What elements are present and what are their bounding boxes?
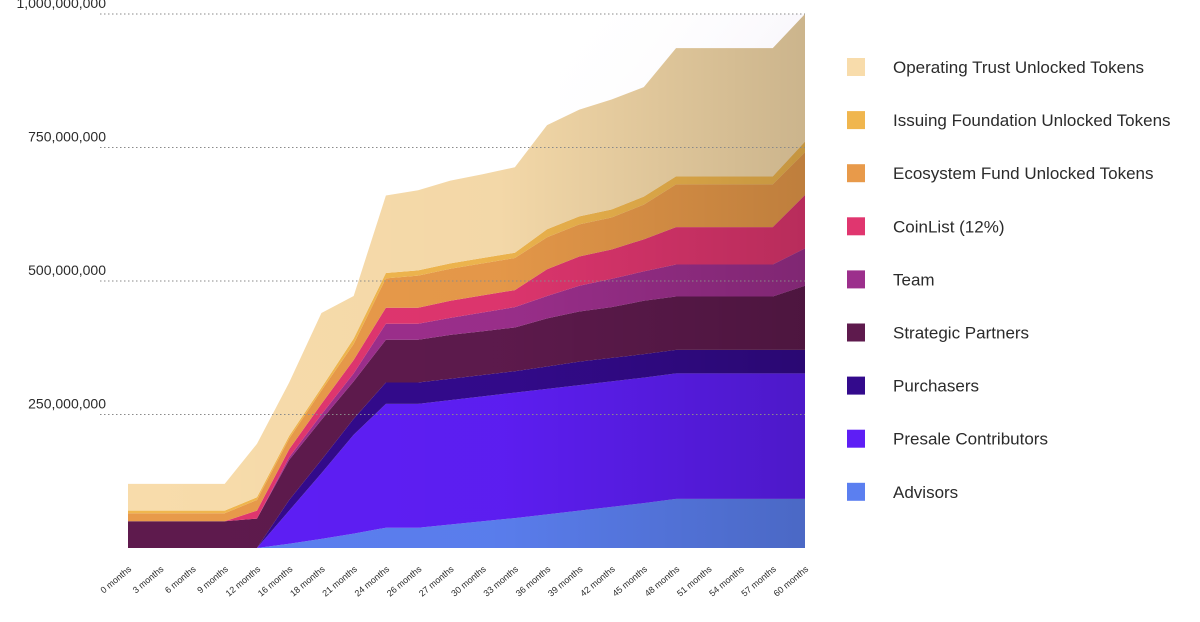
- legend-swatch: [847, 111, 865, 130]
- grid-layer: [100, 13, 805, 415]
- legend-item-advisors: Advisors: [847, 482, 958, 502]
- legend-item-presale-contributors: Presale Contributors: [847, 429, 1048, 449]
- legend-swatch: [847, 323, 865, 342]
- legend-item-purchasers: Purchasers: [847, 376, 979, 396]
- legend-swatch: [847, 270, 865, 289]
- y-tick-label: 750,000,000: [28, 129, 106, 145]
- legend: Operating Trust Unlocked Tokens Issuing F…: [847, 58, 1171, 502]
- area-shading: [128, 14, 805, 548]
- legend-item-team: Team: [847, 270, 935, 289]
- y-axis: 250,000,000 500,000,000 750,000,000 1,000,0…: [16, 0, 106, 412]
- x-tick-label: 0 months: [98, 564, 133, 596]
- y-tick-label: 250,000,000: [28, 396, 106, 412]
- legend-item-ecosystem-fund-unlocked-tokens: Ecosystem Fund Unlocked Tokens: [847, 164, 1153, 183]
- legend-label: Issuing Foundation Unlocked Tokens: [893, 111, 1171, 130]
- legend-label: Ecosystem Fund Unlocked Tokens: [893, 164, 1153, 183]
- shade-overlay: [128, 14, 805, 548]
- legend-label: Team: [893, 270, 935, 289]
- legend-label: Advisors: [893, 483, 958, 502]
- x-tick-label: 3 months: [131, 564, 166, 596]
- x-tick-label: 6 months: [163, 564, 198, 596]
- x-tick-label: 60 months: [772, 564, 811, 599]
- legend-label: Strategic Partners: [893, 324, 1029, 343]
- legend-label: Operating Trust Unlocked Tokens: [893, 58, 1144, 77]
- legend-swatch: [847, 164, 865, 183]
- legend-swatch: [847, 58, 865, 76]
- legend-item-operating-trust-unlocked-tokens: Operating Trust Unlocked Tokens: [847, 58, 1144, 77]
- y-tick-label: 500,000,000: [28, 262, 106, 278]
- legend-swatch: [847, 482, 865, 501]
- y-tick-label: 1,000,000,000: [16, 0, 106, 11]
- legend-label: CoinList (12%): [893, 217, 1005, 236]
- legend-item-coinlist-12: CoinList (12%): [847, 217, 1005, 236]
- legend-swatch: [847, 217, 865, 236]
- legend-swatch: [847, 429, 865, 448]
- legend-item-issuing-foundation-unlocked-tokens: Issuing Foundation Unlocked Tokens: [847, 111, 1171, 130]
- legend-swatch: [847, 376, 865, 395]
- legend-label: Presale Contributors: [893, 430, 1048, 449]
- legend-item-strategic-partners: Strategic Partners: [847, 323, 1029, 343]
- legend-label: Purchasers: [893, 377, 979, 396]
